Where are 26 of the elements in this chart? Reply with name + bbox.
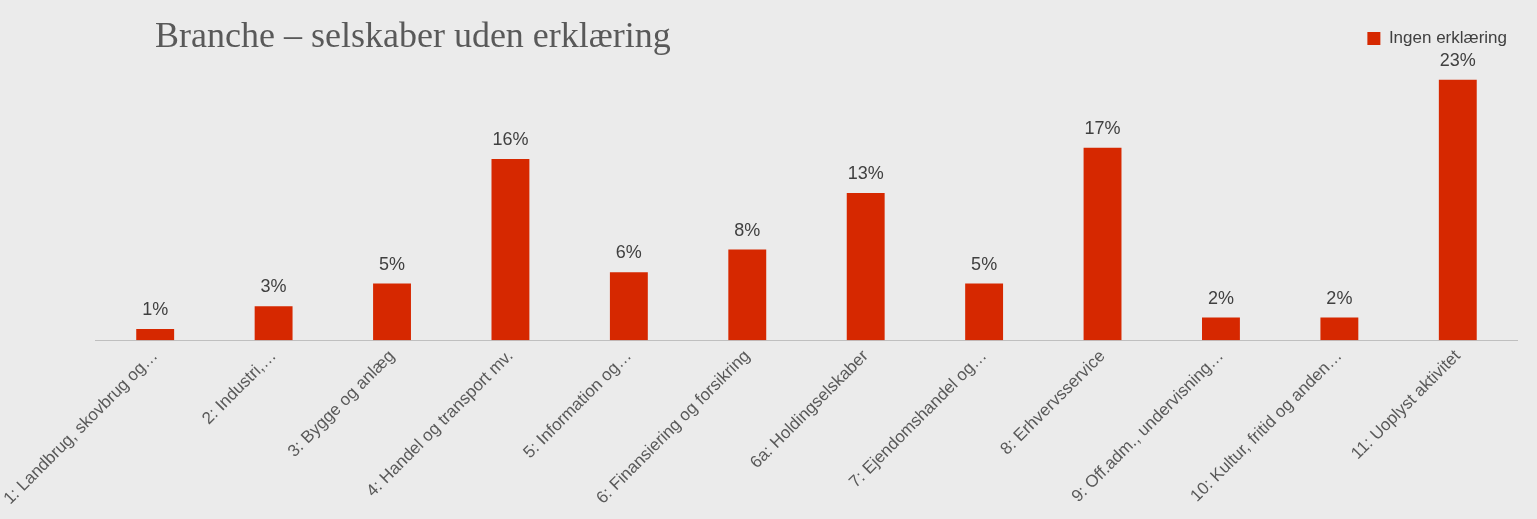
bar: [373, 283, 411, 341]
chart-title: Branche – selskaber uden erklæring: [155, 14, 671, 56]
data-label: 1%: [142, 298, 169, 319]
data-label: 23%: [1439, 49, 1476, 70]
data-label: 17%: [1084, 117, 1121, 138]
bar: [1202, 317, 1240, 341]
data-label: 8%: [734, 219, 761, 240]
bar: [1083, 147, 1122, 341]
data-label: 5%: [971, 253, 998, 274]
legend-label: Ingen erklæring: [1388, 28, 1507, 48]
data-label: 6%: [615, 242, 642, 263]
data-label: 3%: [260, 276, 287, 297]
bar: [728, 249, 767, 341]
bar: [254, 306, 293, 341]
bar: [491, 158, 530, 341]
data-label: 2%: [1207, 287, 1234, 308]
data-label: 5%: [379, 253, 406, 274]
data-label: 16%: [492, 128, 529, 149]
bar: [965, 283, 1004, 341]
bar: [1320, 317, 1359, 341]
bar: [609, 272, 648, 341]
data-label: 2%: [1326, 287, 1353, 308]
bar: [846, 192, 885, 341]
data-label: 13%: [847, 162, 884, 183]
bar: [1438, 79, 1477, 341]
bar: [136, 328, 175, 341]
